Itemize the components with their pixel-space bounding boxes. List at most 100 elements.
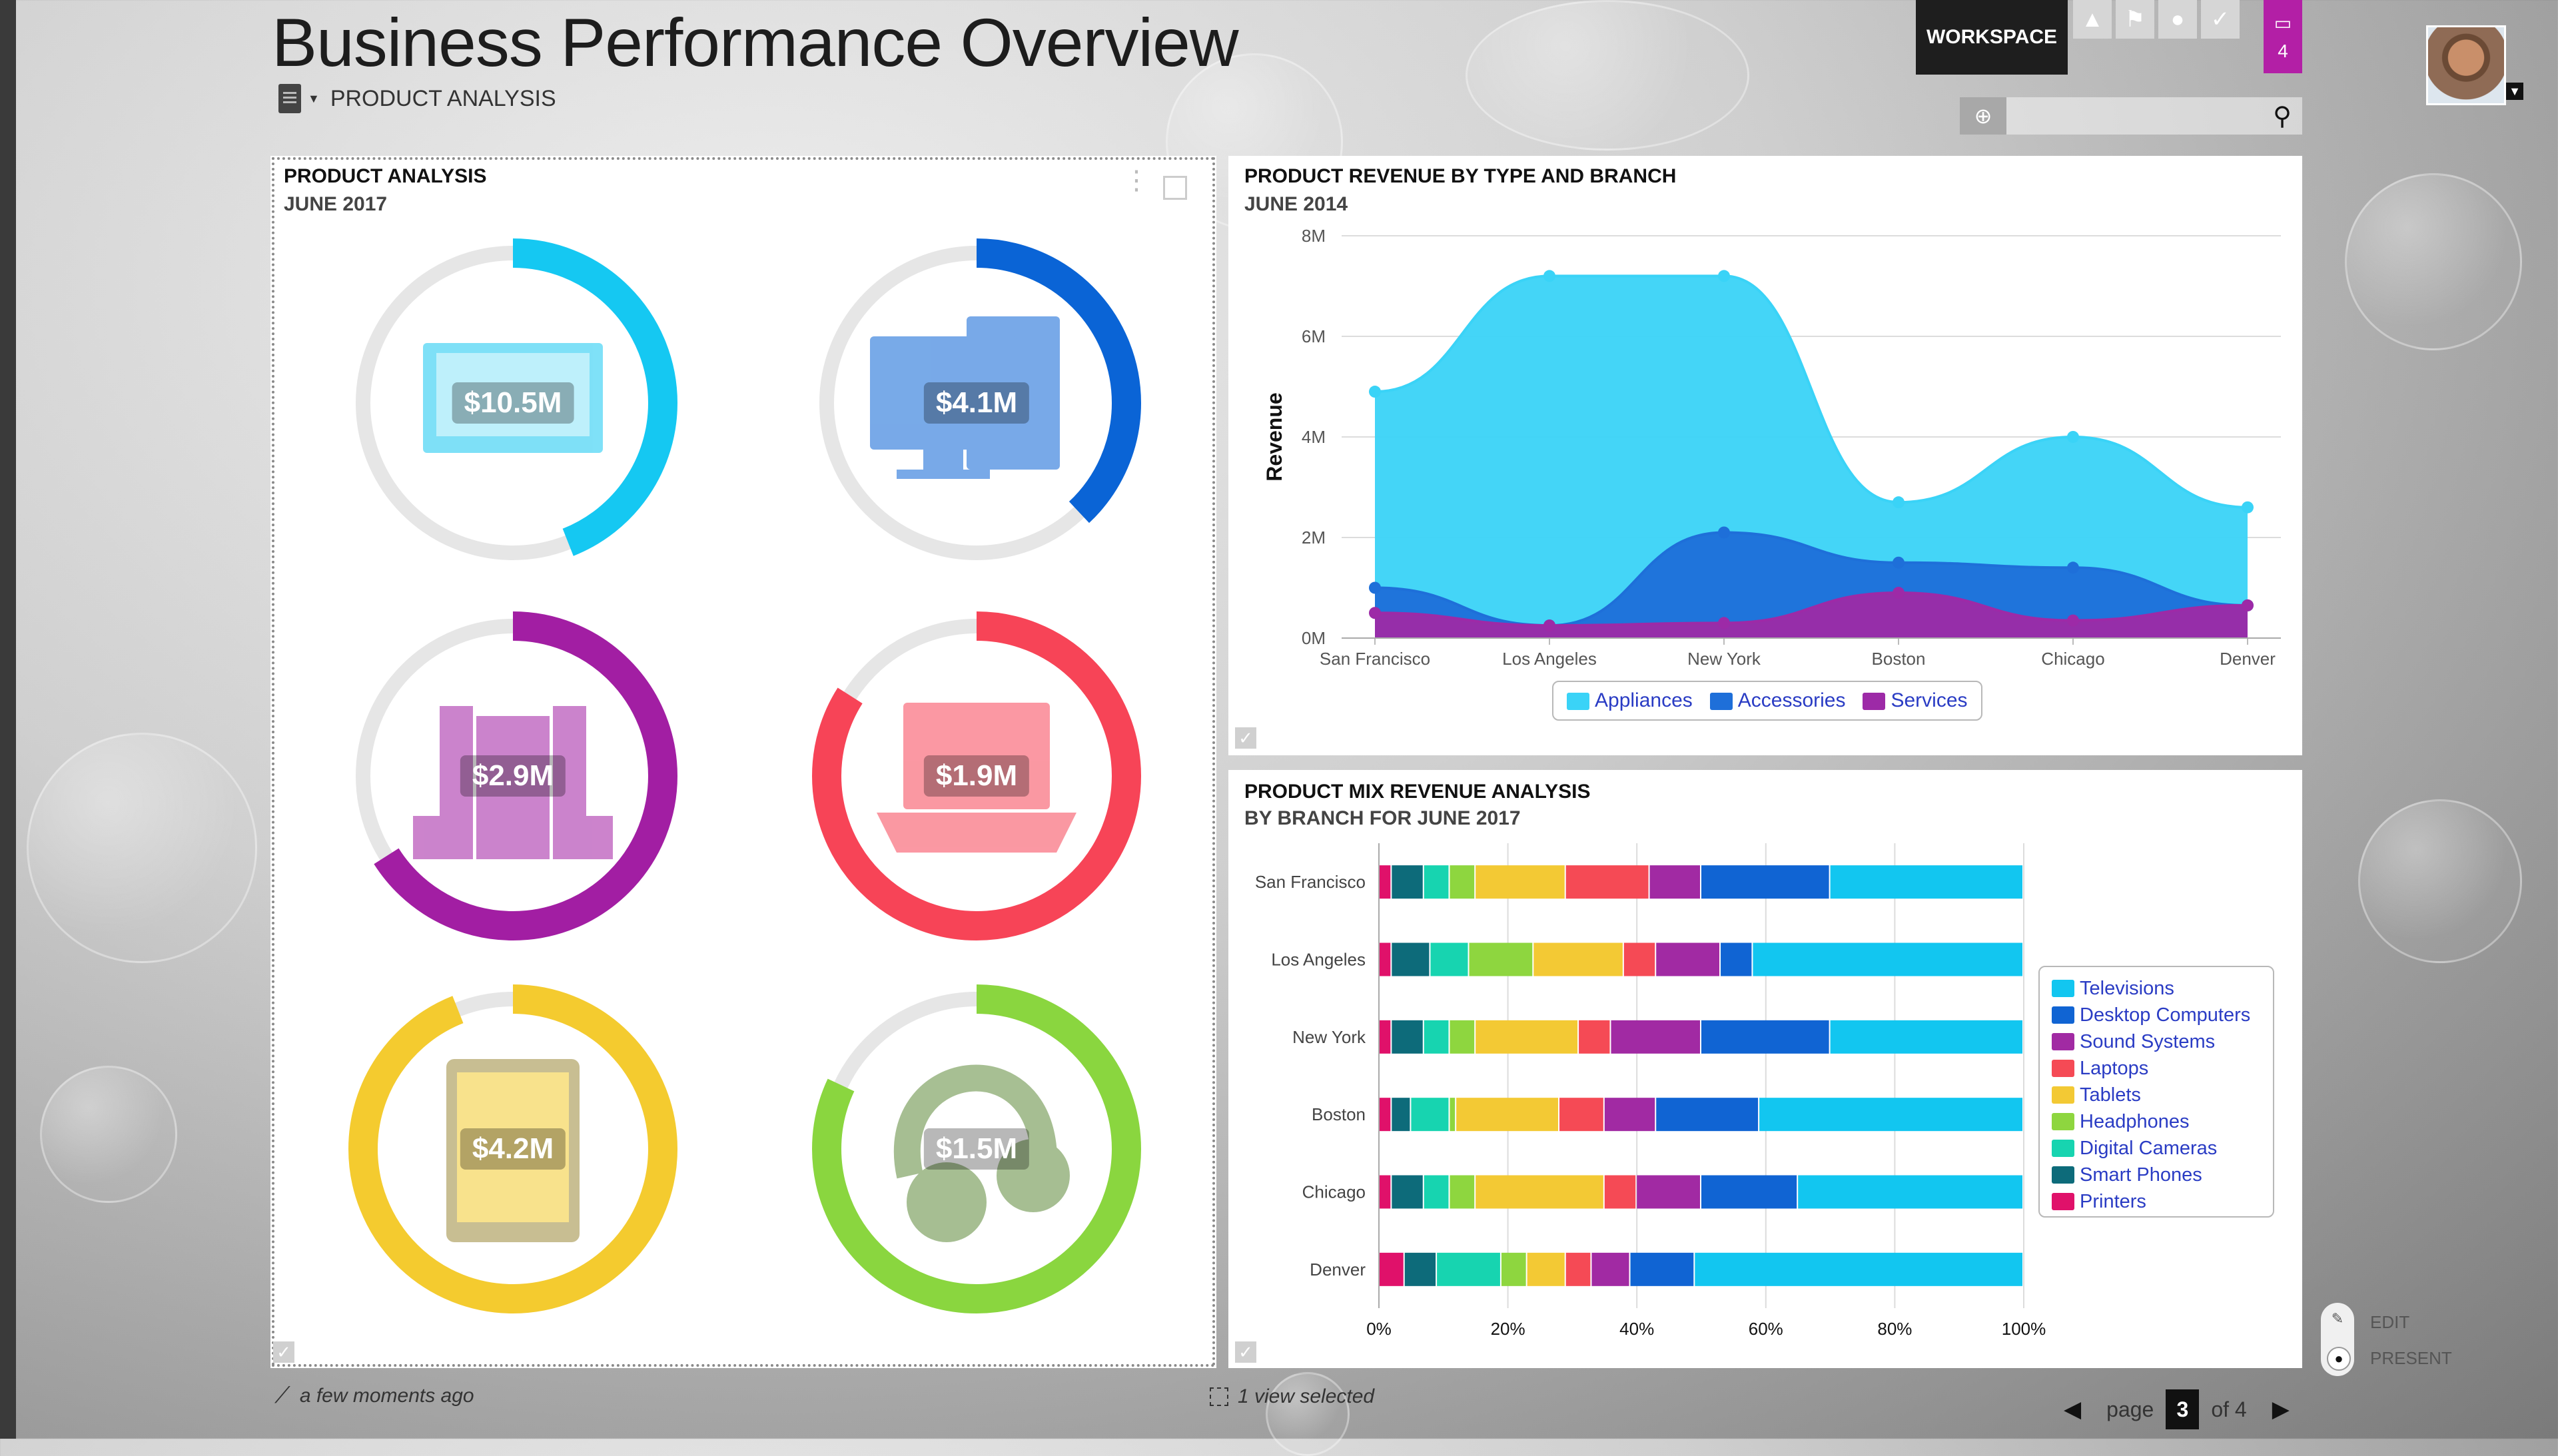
legend-label: Smart Phones — [2080, 1164, 2202, 1186]
globe-icon[interactable]: ⊕ — [1960, 97, 2006, 135]
caret-down-icon: ▼ — [308, 91, 320, 105]
revenue-area-chart[interactable]: 0M 2M 4M 6M 8M San Francisco Los Angeles New Yo… — [1228, 156, 2302, 755]
x-tick-label: Chicago — [2041, 649, 2104, 669]
bar-segment — [1404, 1252, 1436, 1286]
panel-subtitle: JUNE 2014 — [1244, 193, 1348, 215]
bar-segment — [1701, 1175, 1797, 1209]
donut-amount: $1.5M — [923, 1128, 1030, 1170]
legend-label: Printers — [2080, 1190, 2146, 1212]
y-tick-label: Denver — [1310, 1260, 1366, 1279]
breadcrumb[interactable]: ▼ PRODUCT ANALYSIS — [278, 84, 556, 113]
product-donut[interactable]: $4.1M — [803, 230, 1150, 576]
bar-segment — [1450, 1098, 1456, 1132]
donut-arc — [348, 238, 677, 567]
legend-swatch — [2052, 1193, 2074, 1210]
y-tick-label: San Francisco — [1255, 872, 1366, 892]
avatar-menu-caret-icon[interactable]: ▼ — [2506, 83, 2523, 100]
bar-segment — [1379, 865, 1391, 899]
y-tick-label: Boston — [1312, 1104, 1366, 1124]
panel-title: PRODUCT ANALYSIS — [284, 165, 487, 187]
previous-page-icon[interactable]: ◀ — [2064, 1397, 2082, 1422]
page-label: page — [2106, 1397, 2154, 1421]
data-point — [1718, 270, 1730, 282]
present-mode-label[interactable]: PRESENT — [2370, 1348, 2452, 1368]
panel-select-checkbox[interactable]: ✓ — [1235, 727, 1256, 749]
product-donut[interactable]: $1.5M — [803, 976, 1150, 1322]
x-tick-label: San Francisco — [1320, 649, 1430, 669]
product-donut[interactable]: $4.2M — [340, 976, 686, 1322]
legend-label: Laptops — [2080, 1057, 2149, 1079]
product-donut[interactable]: $10.5M — [340, 230, 686, 576]
alert-icon[interactable]: ▲ — [2073, 0, 2112, 39]
legend-label: Accessories — [1737, 689, 1846, 711]
bar-segment — [1450, 1175, 1475, 1209]
legend-item[interactable]: Laptops — [2052, 1055, 2261, 1082]
edit-pencil-icon[interactable]: ✎ — [2331, 1310, 2344, 1327]
bell-icon[interactable]: ● — [2158, 0, 2197, 39]
flag-icon[interactable]: ⚑ — [2116, 0, 2154, 39]
legend-item[interactable]: Televisions — [2052, 975, 2261, 1002]
data-point — [1369, 581, 1381, 594]
data-point — [2067, 561, 2079, 574]
present-dot-icon[interactable]: ● — [2327, 1347, 2351, 1371]
product-donut[interactable]: $2.9M — [340, 603, 686, 949]
y-tick-label: 8M — [1302, 226, 1326, 246]
legend-item[interactable]: Sound Systems — [2052, 1028, 2261, 1055]
legend-item[interactable]: Tablets — [2052, 1082, 2261, 1108]
workspace-button[interactable]: WORKSPACE — [1916, 0, 2068, 75]
bar-segment — [1424, 865, 1449, 899]
product-donut[interactable]: $1.9M — [803, 603, 1150, 949]
data-point — [2242, 599, 2254, 611]
bar-segment — [1476, 865, 1565, 899]
bar-segment — [1701, 1020, 1829, 1054]
legend-item[interactable]: Headphones — [2052, 1108, 2261, 1135]
panel-select-checkbox[interactable]: ✓ — [1235, 1341, 1256, 1363]
bar-segment — [1379, 942, 1391, 976]
y-tick-label: 2M — [1302, 528, 1326, 547]
bar-segment — [1591, 1252, 1629, 1286]
document-icon — [278, 84, 301, 113]
check-icon[interactable]: ✓ — [2201, 0, 2240, 39]
bar-segment — [1604, 1098, 1655, 1132]
bar-segment — [1379, 1252, 1404, 1286]
avatar[interactable] — [2426, 25, 2506, 105]
area-chart-legend: Appliances Accessories Services — [1552, 681, 1982, 721]
bar-segment — [1450, 1020, 1475, 1054]
panel-select-checkbox[interactable]: ✓ — [273, 1341, 294, 1363]
legend-item[interactable]: Smart Phones — [2052, 1162, 2261, 1188]
legend-item[interactable]: Appliances — [1567, 689, 1693, 712]
bar-segment — [1637, 1175, 1700, 1209]
search-input[interactable] — [2006, 97, 2262, 135]
selection-status: 1 view selected — [1210, 1385, 1374, 1408]
bar-segment — [1753, 942, 2022, 976]
panel-subtitle: JUNE 2017 — [284, 193, 388, 215]
legend-item[interactable]: Digital Cameras — [2052, 1135, 2261, 1162]
chat-icon: ▭ — [2274, 12, 2292, 33]
legend-item[interactable]: Services — [1863, 689, 1968, 712]
last-updated: ⟋ a few moments ago — [274, 1383, 474, 1409]
current-page[interactable]: 3 — [2166, 1389, 2200, 1429]
data-point — [2242, 501, 2254, 514]
bar-segment — [1392, 1020, 1423, 1054]
mode-switch[interactable]: ✎ ● — [2321, 1303, 2354, 1376]
maximize-icon[interactable] — [1163, 176, 1187, 200]
edit-mode-label[interactable]: EDIT — [2370, 1312, 2410, 1332]
bar-segment — [1701, 865, 1829, 899]
product-mix-bar-chart[interactable]: 0% 20% 40% 60% 80% 100% San Francisco Los Angel… — [1228, 770, 2302, 1368]
legend-swatch — [2052, 1166, 2074, 1184]
more-options-icon[interactable]: ⋮ — [1123, 166, 1150, 195]
donut-amount: $4.1M — [923, 382, 1030, 424]
next-page-icon[interactable]: ▶ — [2272, 1397, 2290, 1422]
desktop-computer-icon — [870, 316, 1060, 479]
bar-segment — [1379, 1098, 1391, 1132]
bar-segment — [1411, 1098, 1449, 1132]
legend-item[interactable]: Printers — [2052, 1188, 2261, 1215]
legend-item[interactable]: Desktop Computers — [2052, 1002, 2261, 1028]
bar-segment — [1656, 1098, 1759, 1132]
notifications-button[interactable]: ▭ 4 — [2264, 0, 2302, 73]
legend-item[interactable]: Accessories — [1709, 689, 1846, 712]
donut-amount: $2.9M — [460, 755, 566, 797]
data-point — [1893, 556, 1905, 569]
legend-label: Televisions — [2080, 977, 2174, 999]
search-icon[interactable]: ⚲ — [2262, 97, 2302, 135]
